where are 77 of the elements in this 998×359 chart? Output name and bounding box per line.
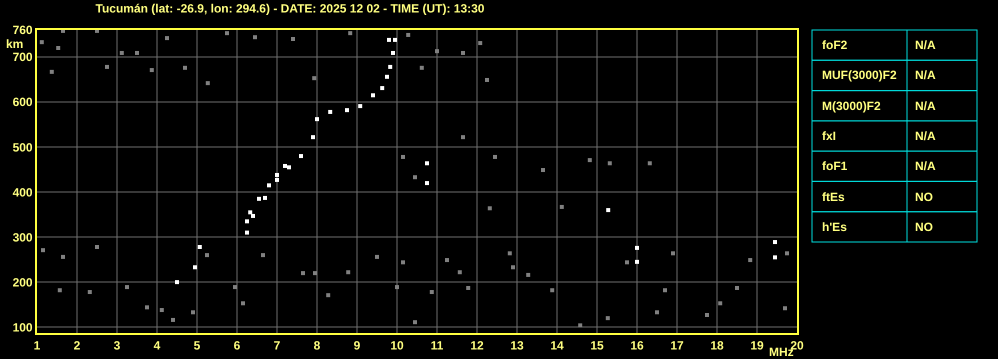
text: N/A	[915, 68, 936, 82]
point	[380, 86, 384, 90]
text: ftEs	[822, 190, 845, 204]
x-tick-label: 13	[510, 338, 524, 352]
text: N/A	[915, 159, 936, 173]
x-tick-label: 16	[630, 338, 644, 352]
y-tick-label: 500	[12, 140, 33, 154]
point	[385, 74, 389, 79]
point	[175, 280, 179, 284]
point	[387, 38, 391, 42]
point	[773, 255, 777, 260]
x-tick-label: 5	[194, 338, 201, 352]
text: N/A	[915, 129, 936, 143]
y-tick-label: 400	[12, 185, 33, 200]
x-tick-label: 4	[154, 338, 161, 352]
point	[635, 260, 639, 264]
x-tick-label: 7	[274, 338, 281, 352]
point	[606, 208, 610, 212]
text: N/A	[915, 99, 936, 113]
point	[245, 219, 249, 224]
point	[198, 245, 202, 250]
chart-title: Tucumán (lat: -26.9, lon: 294.6) - DATE: 2025 12 02 - TIME (UT): 13:30	[96, 1, 485, 16]
x-tick-label: 1	[34, 338, 41, 352]
point	[299, 154, 303, 158]
y-tick-label: 100	[12, 320, 33, 334]
point	[193, 265, 197, 270]
point	[287, 165, 291, 170]
x-tick-label: 8	[314, 338, 321, 352]
text: fxI	[822, 129, 836, 143]
x-tick-label: 6	[234, 338, 241, 352]
point	[345, 108, 349, 112]
y-tick-label: 300	[12, 230, 33, 244]
text: N/A	[915, 38, 936, 52]
text: M(3000)F2	[822, 99, 882, 113]
x-tick-label: 18	[710, 338, 724, 352]
point	[315, 117, 319, 122]
x-tick-label: 15	[590, 338, 604, 352]
x-tick-label: 14	[550, 338, 564, 352]
point	[328, 110, 332, 114]
point	[248, 210, 252, 214]
x-tick-label: 9	[354, 338, 361, 352]
point	[635, 246, 639, 250]
x-tick-label: 2	[74, 338, 81, 352]
x-tick-label: 12	[470, 338, 484, 352]
point	[425, 161, 429, 166]
point	[773, 240, 777, 244]
y-tick-label: 700	[12, 50, 33, 64]
text: h'Es	[822, 220, 848, 234]
point	[425, 181, 429, 186]
point	[263, 196, 267, 200]
text: NO	[915, 190, 933, 204]
x-tick-label: 10	[390, 338, 404, 352]
point	[275, 172, 279, 177]
text: MUF(3000)F2	[822, 68, 898, 82]
point	[275, 178, 279, 182]
text: foF1	[822, 159, 848, 173]
y-axis-title: km	[6, 37, 24, 51]
point	[251, 214, 255, 218]
x-tick-label: 17	[670, 338, 684, 352]
point	[388, 64, 392, 69]
point	[393, 38, 397, 42]
point	[391, 50, 395, 55]
y-tick-label: 200	[12, 275, 33, 290]
x-tick-label: 19	[750, 338, 764, 352]
point	[358, 104, 362, 108]
point	[311, 135, 315, 140]
text: NO	[915, 220, 933, 234]
point	[245, 230, 249, 235]
point	[257, 196, 261, 201]
point	[371, 93, 375, 98]
x-tick-label: 3	[114, 338, 121, 352]
point	[283, 164, 287, 168]
text: foF2	[822, 38, 848, 52]
point	[267, 183, 271, 188]
y-tick-label: 600	[12, 95, 33, 110]
x-tick-label: 11	[430, 338, 444, 352]
y-tick-label: 760	[12, 23, 33, 38]
